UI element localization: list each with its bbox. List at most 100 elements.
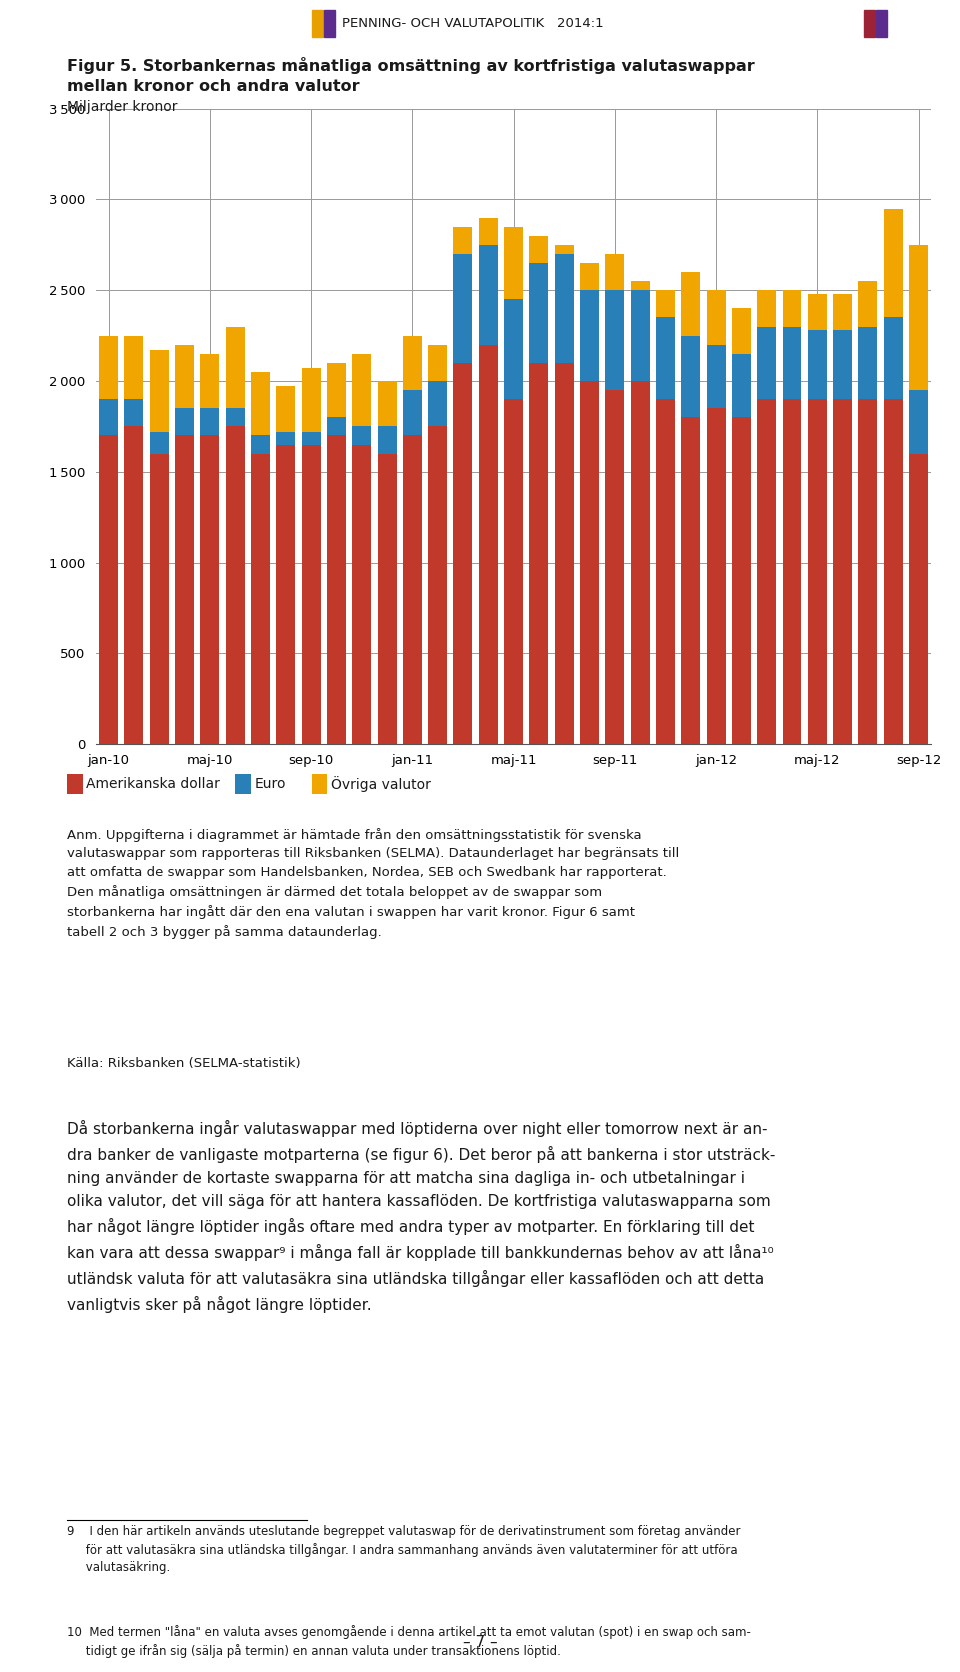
Bar: [858, 400, 877, 744]
Bar: [864, 10, 875, 37]
Bar: [301, 445, 321, 744]
Text: Då storbankerna ingår valutaswappar med löptiderna over night eller tomorrow nex: Då storbankerna ingår valutaswappar med …: [67, 1120, 776, 1314]
Bar: [175, 435, 194, 744]
Bar: [858, 326, 877, 400]
Bar: [884, 318, 902, 400]
Bar: [555, 254, 574, 363]
Bar: [479, 344, 498, 744]
Text: PENNING- OCH VALUTAPOLITIK   2014:1: PENNING- OCH VALUTAPOLITIK 2014:1: [342, 17, 604, 30]
Bar: [833, 329, 852, 400]
Bar: [201, 354, 220, 408]
Bar: [606, 254, 624, 291]
Bar: [504, 227, 523, 299]
Bar: [504, 299, 523, 400]
Bar: [226, 408, 245, 426]
Bar: [555, 244, 574, 254]
Text: Euro: Euro: [254, 777, 286, 791]
Bar: [707, 408, 726, 744]
Text: Anm. Uppgifterna i diagrammet är hämtade från den omsättningsstatistik för svens: Anm. Uppgifterna i diagrammet är hämtade…: [67, 828, 680, 938]
Bar: [833, 294, 852, 329]
Bar: [732, 354, 751, 418]
Bar: [99, 336, 118, 400]
Bar: [251, 453, 270, 744]
Bar: [276, 431, 296, 445]
Text: – 7 –: – 7 –: [463, 1635, 497, 1650]
Bar: [707, 291, 726, 344]
Bar: [403, 336, 421, 390]
Bar: [175, 344, 194, 408]
Bar: [150, 453, 169, 744]
Bar: [226, 326, 245, 408]
Bar: [150, 431, 169, 453]
Bar: [807, 400, 827, 744]
Text: 9    I den här artikeln används uteslutande begreppet valutaswap för de derivati: 9 I den här artikeln används uteslutande…: [67, 1525, 741, 1575]
Bar: [782, 291, 802, 326]
Bar: [324, 10, 335, 37]
Bar: [631, 381, 650, 744]
Bar: [909, 390, 928, 453]
Bar: [327, 435, 346, 744]
Text: 10  Med termen "låna" en valuta avses genomgående i denna artikel att ta emot va: 10 Med termen "låna" en valuta avses gen…: [67, 1625, 751, 1659]
Bar: [99, 400, 118, 435]
Bar: [580, 381, 599, 744]
Bar: [606, 291, 624, 390]
Bar: [909, 244, 928, 390]
Bar: [580, 263, 599, 291]
Bar: [782, 326, 802, 400]
Bar: [807, 329, 827, 400]
Bar: [377, 453, 396, 744]
Bar: [453, 254, 472, 363]
Bar: [352, 354, 372, 426]
Bar: [682, 336, 700, 418]
Text: Källa: Riksbanken (SELMA-statistik): Källa: Riksbanken (SELMA-statistik): [67, 1057, 300, 1070]
Bar: [352, 426, 372, 445]
Bar: [327, 363, 346, 418]
Bar: [428, 381, 447, 426]
Bar: [403, 435, 421, 744]
Bar: [732, 308, 751, 354]
Bar: [529, 236, 548, 263]
Bar: [327, 418, 346, 435]
Bar: [631, 281, 650, 291]
Bar: [504, 400, 523, 744]
Text: Övriga valutor: Övriga valutor: [331, 776, 431, 793]
Bar: [125, 336, 143, 400]
Bar: [656, 318, 675, 400]
Bar: [403, 390, 421, 435]
Bar: [757, 291, 777, 326]
Bar: [377, 381, 396, 426]
Bar: [833, 400, 852, 744]
Bar: [656, 400, 675, 744]
Bar: [884, 209, 902, 318]
Bar: [858, 281, 877, 326]
Bar: [479, 244, 498, 344]
Bar: [909, 453, 928, 744]
Bar: [479, 217, 498, 244]
Text: Amerikanska dollar: Amerikanska dollar: [86, 777, 220, 791]
Bar: [175, 408, 194, 435]
Bar: [428, 344, 447, 381]
Bar: [782, 400, 802, 744]
Bar: [757, 326, 777, 400]
Bar: [125, 426, 143, 744]
Bar: [301, 368, 321, 431]
Bar: [453, 363, 472, 744]
Bar: [125, 400, 143, 426]
Bar: [682, 273, 700, 336]
Bar: [276, 445, 296, 744]
Bar: [631, 291, 650, 381]
Bar: [377, 426, 396, 453]
Bar: [732, 418, 751, 744]
Bar: [529, 363, 548, 744]
Bar: [656, 291, 675, 318]
Bar: [251, 435, 270, 453]
Bar: [99, 435, 118, 744]
Bar: [301, 431, 321, 445]
Text: Miljarder kronor: Miljarder kronor: [67, 100, 178, 114]
Bar: [276, 386, 296, 431]
Bar: [312, 10, 323, 37]
Bar: [580, 291, 599, 381]
Text: Figur 5. Storbankernas månatliga omsättning av kortfristiga valutaswappar: Figur 5. Storbankernas månatliga omsättn…: [67, 57, 755, 74]
Text: mellan kronor och andra valutor: mellan kronor och andra valutor: [67, 79, 360, 94]
Bar: [807, 294, 827, 329]
